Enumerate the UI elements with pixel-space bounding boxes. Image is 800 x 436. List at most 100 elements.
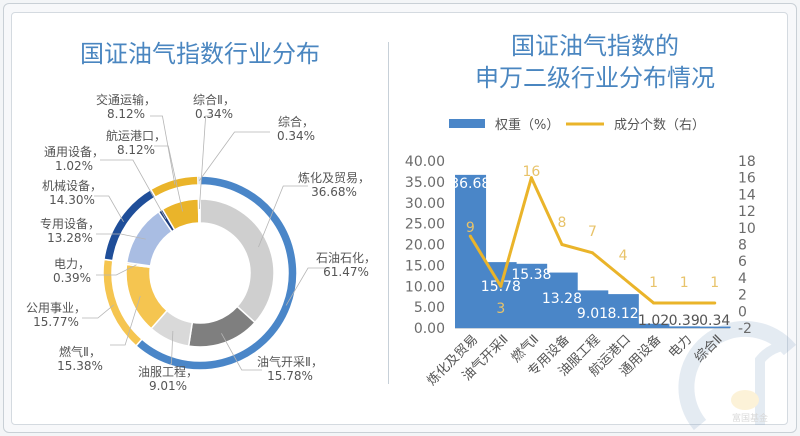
bar-label-5: 8.12 [607,306,638,322]
outer-ring-leader-4 [198,131,270,182]
inner-ring-leader-4 [96,264,137,276]
inner-ring-pct-7: 8.12% [117,143,155,157]
y-right-tick-1: 0 [738,304,747,320]
bar-2 [516,263,548,328]
inner-ring-pct-5: 13.28% [47,231,93,245]
bar-label-8: 0.34 [699,313,730,329]
y-left-tick-0: 0.00 [414,321,445,337]
count-point-5 [621,276,625,280]
line-label-8: 1 [710,275,719,291]
inner-ring-leader-1 [221,333,262,371]
legend-label-count: 成分个数（右） [614,118,705,133]
bar-0 [455,174,487,328]
outer-ring-label-1: 公用事业， [26,301,86,315]
count-point-3 [560,243,564,246]
donut-chart: 石油石化，61.47%公用事业，15.77%机械设备，14.30%交通运输，8.… [26,92,376,393]
outer-ring-pct-2: 14.30% [49,193,95,207]
left-chart-title: 国证油气指数行业分布 [80,40,320,68]
inner-ring-leader-8 [198,115,212,210]
line-label-3: 8 [557,215,566,231]
watermark-arc-left [678,320,797,431]
y-right-tick-6: 10 [738,221,756,237]
outer-ring-label-4: 综合， [278,114,314,129]
y-right-tick-3: 4 [738,271,747,287]
line-label-2: 16 [522,164,540,180]
inner-ring-pct-2: 9.01% [149,379,187,393]
bar-7 [668,326,700,328]
y-right-tick-0: -2 [738,321,752,337]
inner-ring-leader-5 [96,233,146,240]
count-point-4 [591,251,594,255]
y-left-tick-5: 25.00 [405,217,445,233]
y-right-tick-4: 6 [738,254,747,270]
outer-ring-leader-2 [94,195,124,223]
line-label-5: 4 [619,248,628,264]
bar-label-2: 15.38 [511,267,551,283]
inner-ring-label-4: 电力， [54,257,90,271]
y-right-tick-5: 8 [738,238,747,254]
bar-label-6: 1.02 [638,313,669,329]
inner-ring-leader-3 [110,295,141,346]
y-left-tick-8: 40.00 [405,154,445,170]
inner-ring-pct-4: 0.39% [53,271,91,285]
outer-ring-leader-3 [150,115,176,185]
outer-ring-label-2: 机械设备， [42,178,102,193]
count-point-0 [468,234,472,238]
bar-1 [485,262,517,328]
panel-divider [388,42,389,384]
bar-8 [699,326,731,328]
watermark-text: 富国基金 [732,412,768,424]
inner-ring-leader-2 [170,330,174,365]
outer-ring-leader-1 [82,304,114,319]
line-label-7: 1 [680,275,689,291]
inner-ring-label-8: 综合Ⅱ， [193,92,235,107]
outer-ring-pct-0: 61.47% [323,265,369,279]
y-right-tick-8: 14 [738,187,756,203]
line-label-4: 7 [588,224,597,240]
y-left-tick-6: 30.00 [405,196,445,212]
bar-5 [607,294,639,328]
line-label-6: 1 [649,275,658,291]
y-right-tick-10: 18 [738,154,756,170]
bar-label-4: 9.01 [577,306,608,322]
y-right-tick-7: 12 [738,204,756,220]
inner-ring-pct-8: 0.34% [195,107,233,121]
y-left-tick-1: 5.00 [414,300,445,316]
inner-ring-label-2: 油服工程， [138,364,198,379]
outer-ring-label-3: 交通运输， [96,92,156,107]
inner-ring-label-7: 航运港口， [106,128,166,143]
inner-ring-pct-3: 15.38% [57,359,103,373]
y-left-tick-3: 15.00 [405,258,445,274]
outer-ring-pct-3: 8.12% [107,107,145,121]
inner-ring-label-5: 专用设备， [40,216,100,231]
count-point-7 [682,301,686,305]
outer-ring-pct-1: 15.77% [33,315,79,329]
watermark-arc-right [755,340,791,425]
y-left-tick-2: 10.00 [405,279,445,295]
legend-label-weight: 权重（%） [495,117,559,133]
inner-ring-leader-0 [258,185,308,248]
legend-swatch-weight [449,119,485,128]
bar-3 [546,272,578,328]
bar-label-0: 36.68 [450,176,490,192]
watermark-logo: 富国基金 [678,320,797,431]
bar-label-3: 13.28 [542,291,582,307]
inner-ring-pct-6: 1.02% [55,159,93,173]
inner-ring-label-1: 油气开采Ⅱ， [257,354,323,369]
inner-ring-label-3: 燃气Ⅱ， [59,344,101,359]
outer-ring-leader-0 [285,267,330,306]
y-left-tick-7: 35.00 [405,175,445,191]
line-label-0: 9 [466,220,475,236]
count-point-6 [652,301,656,305]
watermark-drop [731,390,759,410]
combo-chart: 权重（%） 成分个数（右） 0.00 5.00 10.00 15.00 20.00 25.00… [405,117,756,389]
count-point-8 [713,301,717,305]
inner-ring-label-6: 通用设备， [44,145,104,159]
content-panel [11,12,788,425]
inner-ring-leader-7 [154,145,183,212]
right-chart-title-line1: 国证油气指数的 [511,32,679,60]
inner-ring-label-0: 炼化及贸易， [298,170,370,185]
inner-ring-leader-6 [100,159,167,220]
bar-6 [638,323,670,328]
